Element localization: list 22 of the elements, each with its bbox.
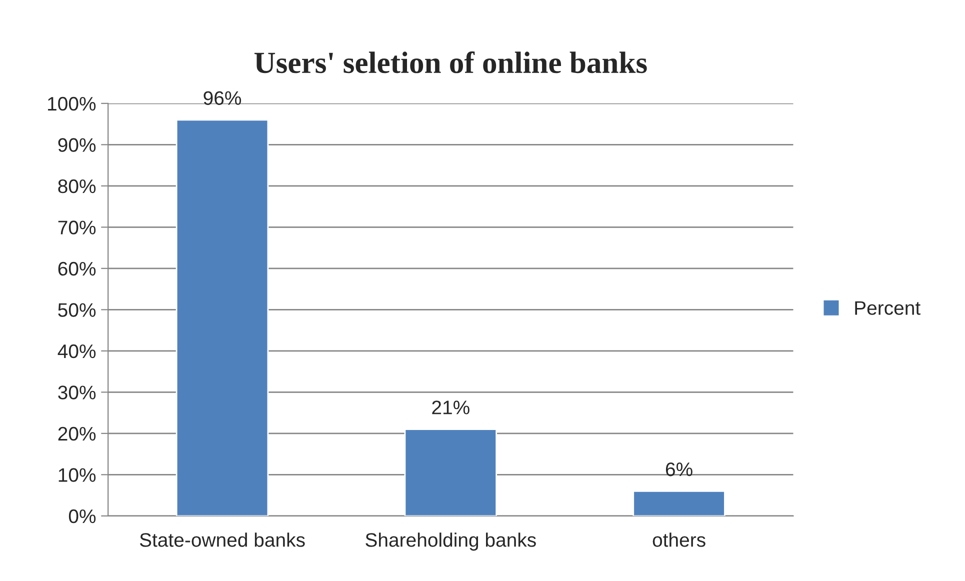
y-tick-label: 100% <box>48 96 96 111</box>
y-tick-label: 10% <box>58 468 96 482</box>
bar <box>632 490 726 516</box>
data-label: 96% <box>204 91 242 105</box>
x-tick-label: Shareholding banks <box>366 532 536 551</box>
x-tick-label: others <box>652 532 706 547</box>
y-tick-label: 60% <box>58 262 96 276</box>
y-tick-label: 90% <box>58 138 96 152</box>
y-tick-label: 30% <box>58 386 96 400</box>
data-label: 21% <box>432 400 470 414</box>
bar <box>404 428 498 516</box>
y-tick-label: 40% <box>58 344 96 358</box>
y-tick-label: 80% <box>58 179 96 194</box>
data-label: 6% <box>666 462 692 476</box>
bar <box>176 119 269 516</box>
x-tick-label: State-owned banks <box>140 532 305 547</box>
y-tick-label: 50% <box>58 303 96 317</box>
y-tick-label: 20% <box>58 426 96 441</box>
legend-label: Percent <box>855 301 920 315</box>
chart-title: Users' seletion of online banks <box>254 51 647 74</box>
y-tick-label: 0% <box>68 509 96 524</box>
y-tick-label: 70% <box>58 220 96 234</box>
